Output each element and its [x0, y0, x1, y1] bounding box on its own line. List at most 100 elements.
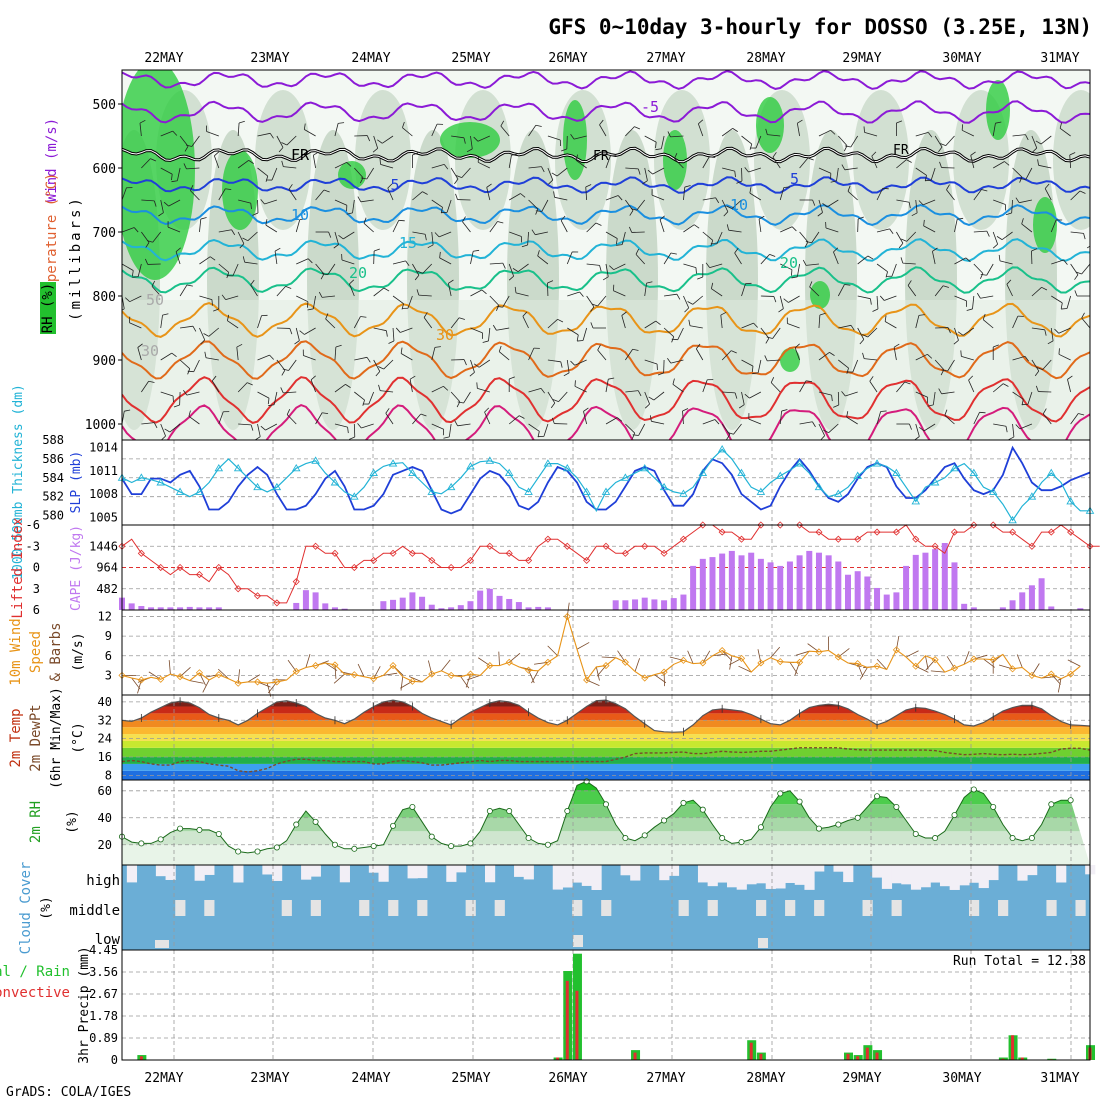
wind-barb-flag [269, 133, 274, 139]
wind-barb-flag [778, 308, 784, 313]
wind-barb [498, 651, 500, 666]
wind-barb-flag [269, 354, 274, 360]
thickness-point [756, 487, 766, 495]
wind-barb [522, 316, 529, 329]
high-cloud-gap [204, 865, 215, 875]
rh-bands [122, 781, 1090, 865]
wind-barb [796, 263, 800, 277]
bottom-date-label: 23MAY [250, 1071, 289, 1086]
thickness-point [156, 478, 166, 486]
wind-barb [334, 123, 339, 137]
high-cloud-gap [194, 865, 205, 881]
wind-barb [441, 659, 451, 672]
wind-barb-flag [400, 347, 403, 354]
rh-point [486, 808, 493, 815]
wind-barb-flag [424, 234, 427, 241]
wind-barb [567, 291, 580, 297]
wind-barb-flag [459, 317, 465, 320]
wind-barb [296, 258, 309, 265]
rh-label: 2m RH [28, 801, 44, 843]
wind-speed-point [718, 646, 726, 655]
wind-barb [644, 135, 657, 143]
wind-barb [470, 289, 483, 297]
lifted-index-point [873, 528, 881, 536]
wind-barb-flag [1035, 385, 1039, 392]
cape-bar [515, 602, 522, 610]
wind-barb [864, 358, 878, 361]
wind-barb [470, 327, 483, 334]
wind-barb-flag [993, 344, 999, 348]
rh-tick: 40 [98, 811, 112, 825]
contour-labels: -5 FR 5 10 15 20 30 50 30 FR FR 5 10 20 [141, 98, 909, 360]
wind-barb-flag [497, 221, 504, 224]
wind-barb-flag [752, 372, 759, 375]
thickness-tick: 586 [42, 452, 64, 466]
wind-barb-flag [986, 230, 990, 237]
mid-cloud-gap [998, 900, 1009, 916]
wind-barb-flag [1060, 302, 1063, 309]
upper-air-panel: -5 FR 5 10 15 20 30 50 30 FR FR 5 10 20 500 600 700 800 9… [85, 69, 1091, 441]
contour-label: 15 [399, 234, 417, 252]
wind-speed-point [1028, 671, 1036, 679]
wind-barb-flag [1004, 161, 1010, 166]
wind-barb-flag [1005, 212, 1012, 216]
wind-barb-flag [377, 139, 383, 144]
wind-barb-flag [797, 119, 803, 124]
wind-barb-flag [288, 184, 293, 190]
wind-barb [741, 322, 754, 329]
high-cloud-gap [727, 865, 738, 888]
wind-speed-point [176, 673, 184, 681]
rh-point [1009, 835, 1016, 842]
wind-barb [199, 327, 206, 341]
cape-bar [496, 595, 503, 610]
cape-bar [215, 607, 222, 610]
rh-shading [122, 70, 1090, 440]
cape-bar [709, 557, 716, 610]
high-cloud-gap [455, 865, 467, 873]
cape-bar [612, 600, 619, 610]
wind-barb-flag [540, 388, 546, 394]
wind-barb [122, 391, 123, 392]
cloud-level-label: low [95, 932, 121, 948]
wind-barb [836, 167, 839, 181]
wind-barb-flag [321, 273, 328, 276]
wind-barb [190, 190, 200, 201]
cape-bar [467, 601, 474, 610]
wind-speed-point [157, 675, 165, 683]
wind-barb [160, 167, 173, 175]
high-cloud-gap [630, 865, 641, 881]
wind-barb-flag [427, 244, 434, 249]
thickness-point [291, 463, 301, 472]
wind-barb [286, 135, 297, 146]
wind-barb-flag [684, 185, 691, 188]
wind-barb-flag [829, 352, 835, 356]
wind-barb [660, 135, 665, 149]
wind-barb [695, 348, 704, 361]
wind-barb-flag [879, 295, 885, 301]
temp-label-c: (6hr Min/Max) [49, 687, 64, 789]
high-cloud-gap [707, 865, 718, 887]
wind-barb-flag [1015, 197, 1020, 203]
wind-barb-flag [1032, 147, 1038, 153]
wind-barb [122, 263, 134, 271]
wind-barb-flag [462, 216, 466, 222]
rh-band [122, 300, 1090, 440]
wind-barb [1051, 259, 1064, 265]
wind-speed-point [583, 676, 591, 684]
thickness-point [601, 487, 611, 495]
wind-barb-flag [520, 193, 526, 198]
bottom-date-label: 29MAY [842, 1071, 881, 1086]
wind-barb [500, 125, 510, 137]
wind-barb [683, 263, 697, 268]
wind-barb [304, 327, 316, 335]
high-cloud-gap [910, 865, 922, 890]
wind-speed-point [757, 659, 765, 667]
wind-barb [576, 642, 590, 650]
wind-barb-flag [114, 377, 117, 382]
cape-bar [399, 597, 406, 610]
wind-barb-flag [695, 343, 701, 349]
wind-barb [915, 315, 920, 329]
rh-point [757, 824, 764, 831]
slp-tick: 1005 [89, 510, 118, 524]
lifted-index-point [389, 549, 397, 557]
